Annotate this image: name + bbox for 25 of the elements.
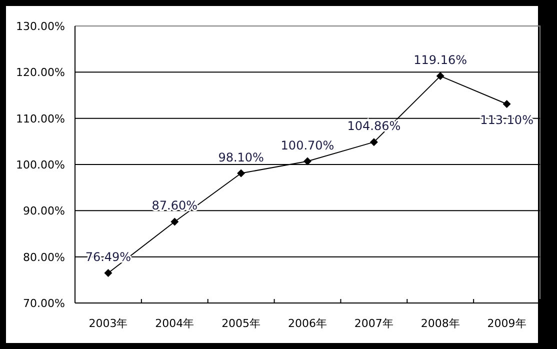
y-tick-label: 80.00%	[23, 250, 65, 264]
point	[370, 138, 378, 146]
y-tick-label: 90.00%	[23, 204, 65, 218]
y-tick-label: 100.00%	[16, 158, 65, 172]
data-label: 87.60%	[152, 198, 198, 213]
point	[104, 269, 112, 278]
y-tick-label: 70.00%	[23, 297, 65, 310]
data-label: 119.16%	[414, 53, 468, 68]
data-label: 100.70%	[280, 138, 334, 152]
point	[436, 72, 444, 80]
point	[502, 100, 511, 108]
x-tick-label: 2008年	[420, 317, 460, 330]
data-label: 98.10%	[218, 150, 264, 164]
y-tick-label: 110.00%	[16, 112, 65, 126]
x-tick-label: 2005年	[222, 317, 261, 330]
x-tick-label: 2006年	[288, 317, 327, 330]
x-tick-label: 2003年	[88, 317, 128, 330]
x-tick-label: 2004年	[155, 317, 194, 330]
x-tick-label: 2007年	[354, 317, 394, 330]
x-tick-label: 2009年	[487, 317, 526, 330]
point	[170, 218, 179, 226]
y-tick-label: 130.00%	[16, 20, 65, 33]
point	[237, 169, 246, 178]
y-tick-label: 120.00%	[16, 66, 65, 80]
point	[304, 157, 312, 166]
